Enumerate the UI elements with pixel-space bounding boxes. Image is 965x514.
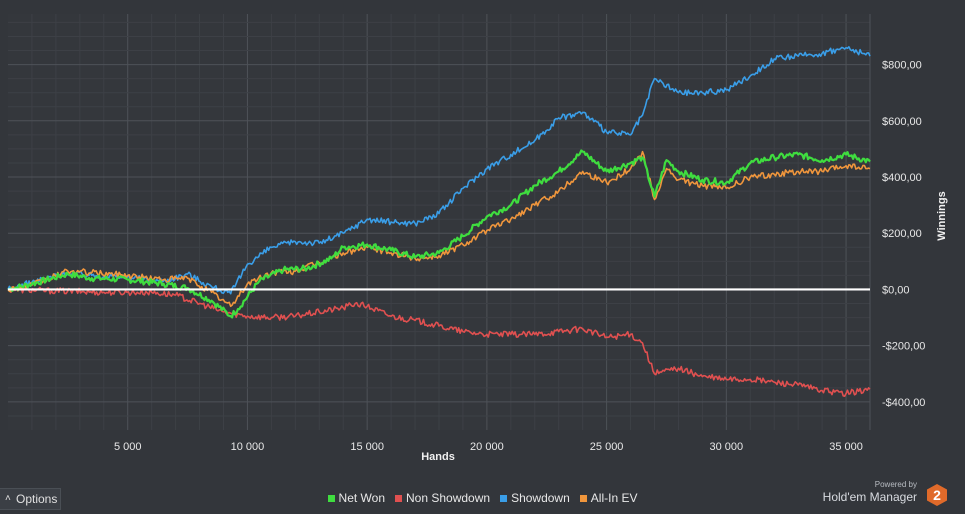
x-tick-label: 20 000 <box>470 441 504 453</box>
legend-label: Showdown <box>511 491 570 505</box>
series-lines <box>7 46 871 397</box>
legend-label: All-In EV <box>590 491 638 505</box>
legend-swatch <box>327 494 335 502</box>
legend-item-showdown[interactable]: Showdown <box>500 491 570 505</box>
y-tick-label: -$200,00 <box>882 341 925 353</box>
y-tick-label: -$400,00 <box>882 397 925 409</box>
logo-text: 2 <box>933 487 941 503</box>
legend-item-net-won[interactable]: Net Won <box>327 491 385 505</box>
y-axis-ticks: $800,00 $600,00 $400,00 $200,00 $0,00 -$200,0… <box>882 60 925 409</box>
legend-label: Net Won <box>338 491 385 505</box>
x-tick-label: 35 000 <box>829 441 863 453</box>
x-axis-ticks: 5 000 10 000 15 000 20 000 25 000 30 000 35 00… <box>114 441 863 453</box>
legend-swatch <box>395 494 402 502</box>
legend-item-non-showdown[interactable]: Non Showdown <box>395 491 490 505</box>
y-tick-label: $200,00 <box>882 228 922 240</box>
holdem-manager-logo-icon: 2 <box>927 484 947 506</box>
x-tick-label: 15 000 <box>350 441 384 453</box>
series-line-all-in-ev <box>7 150 871 308</box>
brand-name: Hold'em Manager <box>822 490 917 504</box>
x-tick-label: 5 000 <box>114 441 142 453</box>
x-tick-label: 25 000 <box>590 441 624 453</box>
legend-swatch <box>579 494 587 502</box>
chevron-up-icon: ˄ <box>5 493 11 504</box>
x-tick-label: 30 000 <box>710 441 744 453</box>
y-axis-title: Winnings <box>936 191 948 240</box>
y-tick-label: $600,00 <box>882 116 922 128</box>
options-label: Options <box>16 492 58 506</box>
legend: Net Won Non Showdown Showdown All-In EV <box>0 490 965 506</box>
y-tick-label: $800,00 <box>882 60 922 72</box>
series-line-non-showdown <box>7 286 871 397</box>
brand: Powered by Hold'em Manager 2 <box>815 480 955 510</box>
legend-swatch <box>500 494 508 502</box>
y-tick-label: $400,00 <box>882 172 922 184</box>
grid <box>8 14 871 430</box>
options-button[interactable]: ˄ Options <box>0 488 61 510</box>
y-tick-label: $0,00 <box>882 284 910 296</box>
series-line-net-won <box>7 149 871 319</box>
winnings-chart: 5 000 10 000 15 000 20 000 25 000 30 000 35 00… <box>7 14 948 463</box>
legend-item-all-in-ev[interactable]: All-In EV <box>579 491 638 505</box>
legend-label: Non Showdown <box>406 491 491 505</box>
powered-by-text: Powered by <box>874 480 917 489</box>
x-axis-title: Hands <box>421 451 455 463</box>
x-tick-label: 10 000 <box>231 441 265 453</box>
